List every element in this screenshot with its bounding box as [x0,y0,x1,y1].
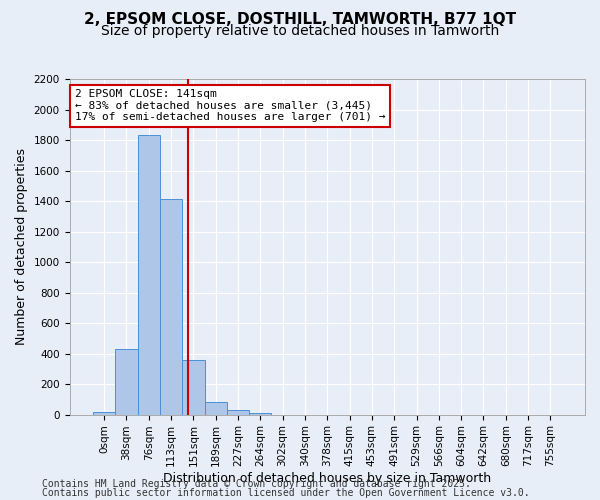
Text: 2, EPSOM CLOSE, DOSTHILL, TAMWORTH, B77 1QT: 2, EPSOM CLOSE, DOSTHILL, TAMWORTH, B77 … [84,12,516,28]
Bar [137,136,160,414]
Bar [115,349,137,414]
Text: Size of property relative to detached houses in Tamworth: Size of property relative to detached ho… [101,24,499,38]
Text: Contains HM Land Registry data © Crown copyright and database right 2025.: Contains HM Land Registry data © Crown c… [42,479,471,489]
Bar [205,402,227,414]
Bar [182,360,205,414]
Bar [93,412,115,414]
Bar [160,198,182,414]
Y-axis label: Number of detached properties: Number of detached properties [15,148,28,346]
Bar [249,413,271,414]
Bar [227,410,249,414]
X-axis label: Distribution of detached houses by size in Tamworth: Distribution of detached houses by size … [163,472,491,485]
Text: 2 EPSOM CLOSE: 141sqm
← 83% of detached houses are smaller (3,445)
17% of semi-d: 2 EPSOM CLOSE: 141sqm ← 83% of detached … [74,89,385,122]
Text: Contains public sector information licensed under the Open Government Licence v3: Contains public sector information licen… [42,488,530,498]
